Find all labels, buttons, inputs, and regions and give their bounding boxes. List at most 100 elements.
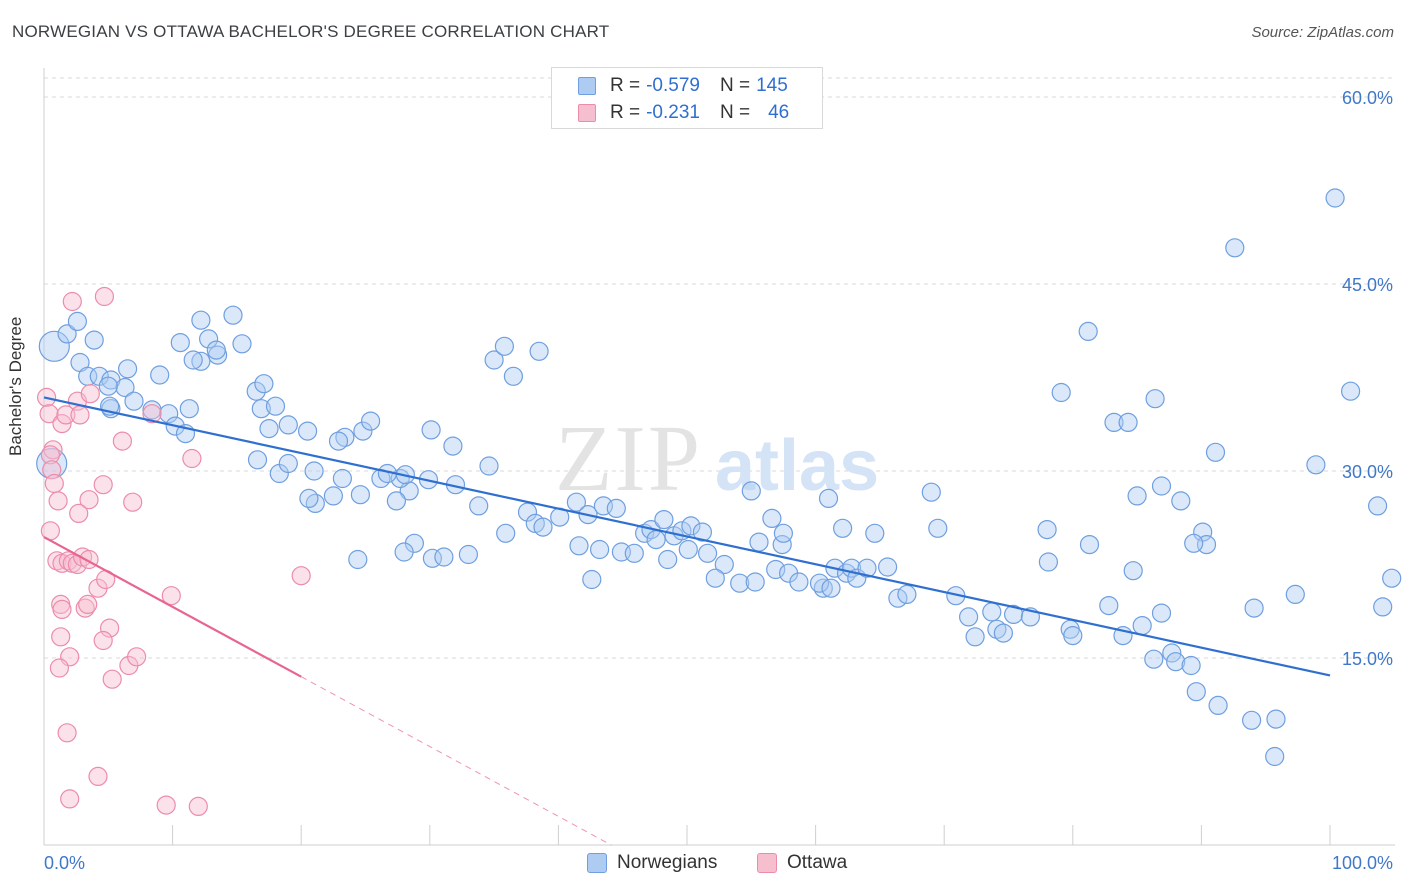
point-norwegians	[1099, 595, 1119, 616]
point-norwegians	[624, 543, 644, 563]
point-norwegians	[809, 573, 830, 593]
point-norwegians	[958, 607, 979, 627]
point-norwegians	[183, 350, 203, 370]
r-label: R =	[610, 102, 641, 123]
point-norwegians	[773, 523, 794, 543]
trend-extension-ottawa	[300, 676, 612, 846]
point-norwegians	[865, 523, 885, 543]
legend-label: Norwegians	[617, 852, 718, 873]
point-norwegians	[569, 536, 589, 556]
point-norwegians	[517, 502, 538, 522]
point-norwegians	[159, 404, 179, 424]
point-norwegians	[1373, 597, 1393, 617]
point-norwegians	[1078, 321, 1098, 341]
point-norwegians	[681, 516, 701, 536]
point-norwegians	[1037, 519, 1057, 540]
point-norwegians	[179, 399, 199, 419]
point-ottawa	[48, 491, 68, 511]
r-label: R =	[610, 75, 641, 96]
point-ottawa	[142, 404, 162, 424]
series-legend: Norwegians Ottawa	[0, 852, 1406, 876]
point-norwegians	[1051, 382, 1071, 403]
point-norwegians	[1104, 412, 1124, 432]
point-norwegians	[762, 508, 782, 529]
r-value: -0.231	[646, 102, 700, 123]
point-norwegians	[84, 330, 104, 350]
point-norwegians	[304, 461, 324, 481]
x-tick-label-min: 0.0%	[44, 853, 85, 873]
point-norwegians	[150, 365, 170, 385]
point-norwegians	[1265, 746, 1285, 767]
point-norwegians	[223, 305, 243, 325]
point-norwegians	[503, 366, 524, 386]
point-norwegians	[206, 340, 226, 360]
point-norwegians	[265, 396, 286, 416]
point-norwegians	[348, 549, 368, 570]
point-ottawa	[88, 766, 108, 787]
point-norwegians	[117, 359, 138, 379]
point-norwegians	[124, 391, 144, 411]
point-norwegians	[965, 627, 985, 647]
point-ottawa	[156, 795, 176, 815]
point-norwegians	[1127, 486, 1147, 506]
point-norwegians	[646, 529, 666, 550]
point-norwegians	[789, 572, 809, 592]
legend-swatch-pink	[757, 853, 777, 873]
point-norwegians	[332, 468, 352, 489]
watermark-atlas: atlas	[715, 426, 879, 506]
point-ottawa	[102, 669, 122, 689]
point-norwegians	[582, 569, 602, 590]
point-norwegians	[1244, 598, 1264, 618]
point-ottawa	[44, 473, 64, 494]
point-ottawa	[69, 503, 89, 524]
point-norwegians	[278, 415, 298, 435]
point-norwegians	[749, 532, 769, 552]
point-ottawa	[56, 405, 76, 425]
point-norwegians	[191, 351, 211, 371]
point-norwegians	[170, 333, 190, 353]
y-axis-label: Bachelor's Degree	[6, 316, 25, 456]
point-norwegians	[1123, 561, 1143, 581]
point-norwegians	[494, 336, 514, 356]
point-norwegians	[38, 330, 70, 362]
point-norwegians	[832, 518, 853, 538]
point-norwegians	[1325, 188, 1345, 208]
point-norwegians	[1151, 603, 1172, 623]
legend-item-ottawa[interactable]: Ottawa	[757, 852, 847, 874]
point-norwegians	[298, 421, 318, 441]
point-norwegians	[484, 350, 504, 370]
legend-swatch-pink	[578, 104, 596, 122]
point-ottawa	[47, 551, 67, 571]
legend-item-norwegians[interactable]: Norwegians	[587, 852, 717, 874]
point-norwegians	[199, 329, 219, 349]
chart-title: NORWEGIAN VS OTTAWA BACHELOR'S DEGREE CO…	[12, 22, 610, 41]
point-ottawa	[94, 286, 115, 307]
point-norwegians	[421, 420, 441, 440]
point-norwegians	[443, 436, 463, 456]
y-tick-label: 60.0%	[1342, 88, 1393, 108]
point-norwegians	[57, 324, 77, 344]
point-ottawa	[70, 405, 90, 425]
trend-line-ottawa	[43, 536, 302, 678]
point-ottawa	[291, 566, 311, 586]
point-norwegians	[434, 547, 454, 567]
point-norwegians	[1225, 238, 1245, 258]
point-norwegians	[1241, 710, 1262, 730]
point-norwegians	[469, 496, 489, 516]
point-norwegians	[115, 377, 135, 398]
point-norwegians	[458, 544, 478, 565]
n-label: N =	[719, 75, 751, 96]
source-label: Source: ZipAtlas.com	[1251, 24, 1394, 41]
point-norwegians	[1181, 655, 1201, 676]
point-norwegians	[654, 509, 674, 530]
point-norwegians	[350, 485, 370, 505]
point-norwegians	[1184, 533, 1204, 553]
point-norwegians	[1079, 534, 1100, 555]
n-value: 145	[756, 75, 788, 96]
point-norwegians	[232, 334, 252, 354]
point-norwegians	[818, 488, 839, 508]
y-tick-label: 30.0%	[1342, 462, 1393, 482]
point-norwegians	[1063, 625, 1083, 646]
point-ottawa	[93, 630, 113, 651]
